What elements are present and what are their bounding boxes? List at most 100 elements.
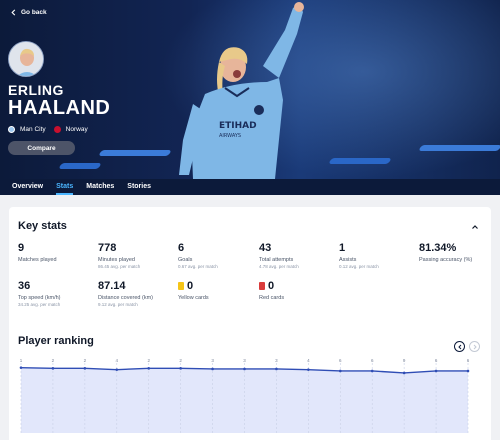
chevron-left-icon [11, 9, 16, 16]
chevron-right-icon [473, 344, 477, 349]
data-label: 6 [435, 358, 438, 363]
player-last-name: HAALAND [8, 97, 111, 119]
ranking-chart: 1224223334669661 Feb21 Feb22 Feb05 Mar06… [19, 358, 470, 433]
stat-label: Matches played [18, 257, 57, 263]
chart-next-button[interactable] [469, 341, 480, 352]
stat-label: Total attempts [259, 257, 294, 263]
data-label: 2 [147, 358, 150, 363]
stat-label: Yellow cards [178, 295, 209, 301]
avatar-portrait [9, 42, 43, 76]
data-label: 9 [403, 358, 406, 363]
ranking-point [51, 367, 55, 370]
decor-stripe [58, 163, 102, 169]
red-card-icon [259, 282, 265, 290]
go-back-link[interactable]: Go back [10, 9, 47, 16]
stat-value: 1 [339, 242, 346, 254]
data-label: 2 [179, 358, 182, 363]
ranking-point [243, 367, 246, 371]
player-hero: ETIHAD AIRWAYS Go back ERLING HAALAND Ma… [0, 0, 500, 179]
decor-stripe [418, 145, 500, 151]
stat-label: Top speed (km/h) [18, 295, 61, 301]
club-badge-icon [8, 126, 15, 133]
stat-matches-played: 9 Matches played [18, 242, 98, 263]
ranking-point [338, 369, 342, 373]
stat-passing-accuracy: 81.34% Passing accuracy (%) [419, 242, 499, 263]
stat-label: Minutes played [98, 257, 135, 263]
ranking-point [83, 367, 87, 370]
ranking-point [402, 371, 406, 375]
ranking-point [19, 366, 23, 369]
tab-matches[interactable]: Matches [86, 183, 115, 190]
tab-overview[interactable]: Overview [12, 183, 44, 190]
stat-red-cards: 0 Red cards [259, 280, 339, 301]
ranking-point [115, 368, 119, 371]
data-label: 6 [339, 358, 342, 363]
stat-label: Assists [339, 257, 357, 263]
ranking-point [147, 367, 151, 370]
ranking-point [211, 367, 214, 371]
ranking-point [307, 368, 310, 371]
data-label: 2 [84, 358, 87, 363]
stat-label: Red cards [259, 295, 285, 301]
stat-goals: 6 Goals 0.67 avg. per match [178, 242, 258, 269]
data-label: 1 [20, 358, 23, 363]
data-label: 6 [467, 358, 470, 363]
stat-value: 9 [18, 242, 25, 254]
stat-value: 0 [187, 280, 194, 292]
stat-assists: 1 Assists 0.12 avg. per match [339, 242, 419, 269]
data-label: 3 [243, 358, 246, 363]
chevron-up-icon[interactable] [471, 223, 479, 231]
player-country: Norway [65, 126, 88, 133]
player-club[interactable]: Man City [20, 126, 46, 133]
stat-yellow-cards: 0 Yellow cards [178, 280, 258, 301]
go-back-label: Go back [21, 9, 47, 16]
data-label: 6 [371, 358, 374, 363]
tab-stats[interactable]: Stats [56, 179, 74, 195]
ranking-point [275, 367, 278, 371]
data-label: 3 [275, 358, 278, 363]
svg-text:ETIHAD: ETIHAD [219, 121, 257, 131]
stat-value: 87.14 [98, 280, 126, 292]
ranking-point [434, 369, 438, 373]
stat-value: 0 [268, 280, 275, 292]
compare-button[interactable]: Compare [8, 141, 75, 155]
stat-top-speed: 36 Top speed (km/h) 34.25 avg. per match [18, 280, 98, 307]
yellow-card-icon [178, 282, 184, 290]
stat-average: 4.78 avg. per match [259, 264, 299, 269]
stat-distance-covered: 87.14 Distance covered (km) 9.12 avg. pe… [98, 280, 178, 307]
decor-stripe [328, 158, 392, 164]
ranking-point [370, 369, 374, 373]
player-meta: Man City Norway [8, 126, 88, 133]
ranking-point [466, 369, 470, 373]
stat-average: 0.67 avg. per match [178, 264, 218, 269]
stat-average: 86.45 avg. per match [98, 264, 141, 269]
stat-total-attempts: 43 Total attempts 4.78 avg. per match [259, 242, 339, 269]
player-photo: ETIHAD AIRWAYS [179, 2, 304, 179]
data-label: 2 [52, 358, 55, 363]
tab-stories[interactable]: Stories [127, 183, 152, 190]
player-first-name: ERLING [8, 82, 64, 98]
stat-average: 0.12 avg. per match [339, 264, 379, 269]
norway-flag-icon [53, 126, 61, 133]
stat-average: 9.12 avg. per match [98, 302, 138, 307]
stat-label: Distance covered (km) [98, 295, 154, 301]
stat-label: Goals [178, 257, 193, 263]
stat-value-row: 0 [259, 280, 339, 292]
decor-stripe [98, 150, 172, 156]
data-label: 3 [211, 358, 214, 363]
stat-value: 36 [18, 280, 31, 292]
chart-prev-button[interactable] [454, 341, 465, 352]
player-ranking-title: Player ranking [18, 335, 94, 347]
data-label: 4 [307, 358, 310, 363]
stat-value: 43 [259, 242, 272, 254]
stat-value: 778 [98, 242, 117, 254]
stats-card: Key stats 9 Matches played 778 Minutes p… [9, 207, 491, 440]
stat-average: 34.25 avg. per match [18, 302, 61, 307]
stat-label: Passing accuracy (%) [419, 257, 473, 263]
svg-text:AIRWAYS: AIRWAYS [219, 133, 241, 139]
stat-value-row: 0 [178, 280, 258, 292]
stat-value: 6 [178, 242, 185, 254]
player-tabs: Overview Stats Matches Stories [0, 179, 500, 195]
avatar [8, 41, 44, 77]
